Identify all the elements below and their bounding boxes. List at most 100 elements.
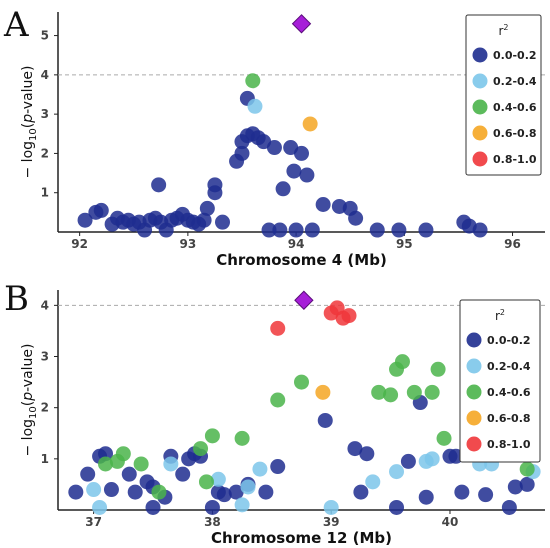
panel-a-y-tick-label: 2 [41,146,49,160]
panel-a-snp-point [247,98,263,114]
panel-a-snp-point [294,145,309,161]
panel-b-snp-point [507,479,523,495]
panel-b-snp-point [193,441,209,457]
panel-a-snp-point [299,167,315,183]
legend-title-r: r [498,24,503,38]
panel-a-y-axis-label: − log10(p-value) [20,65,39,178]
panel-a-x-tick-label: 94 [288,237,305,251]
panel-b-snp-point [436,430,452,446]
panel-a-snp-point [234,145,250,161]
panel-b-snp-point [204,499,220,515]
panel-b-snp-point [389,499,405,515]
y-label-log: − log [20,419,36,457]
panel-b-y-tick-label: 3 [41,350,49,364]
panel-a-legend-swatch [472,125,488,141]
panel-b-snp-point [133,456,149,472]
panel-b-legend-label: 0.2-0.4 [487,360,531,373]
panel-b-x-axis-label: Chromosome 12 (Mb) [211,529,392,547]
y-label-p: p [20,114,36,124]
panel-a-legend-swatch [472,99,488,115]
panel-b-snp-point [400,453,416,469]
panel-a-snp-point [391,222,407,238]
panel-b-snp-point [127,484,143,500]
panel-a-legend-box [465,14,542,176]
panel-a-snp-point [418,222,434,238]
panel-b-snp-point [424,451,440,467]
panel-letter-a: A [3,5,29,45]
panel-a-legend: r2 0.0-0.2 0.2-0.4 0.4-0.6 0.6-0.8 0.8-1.0 [465,14,542,176]
panel-a-snp-point [304,222,320,238]
panel-b-snp-point [341,308,357,324]
panel-b-snp-point [353,484,369,500]
panel-b-snp-point [371,384,387,400]
panel-b-y-tick-label: 4 [41,298,49,312]
panel-a-legend-title: r2 [498,23,508,38]
panel-b-snp-point [519,476,535,492]
panel-b-legend-label: 0.4-0.6 [487,386,531,399]
panel-a-y-tick-label: 1 [41,186,49,200]
y-label-rest: -value) [20,65,36,113]
panel-b-snp-point [394,354,410,370]
panel-b-snp-point [424,384,440,400]
y-label-subscript: 10 [28,128,39,141]
panel-a-legend-swatch [472,73,488,89]
panel-a-snp-point [472,222,488,238]
panel-b-snp-point [216,487,232,503]
panel-b-snp-point [175,466,191,482]
panel-a-snp-point [261,222,277,238]
panel-a-snp-point [151,177,167,193]
panel-b-snp-point [210,471,226,487]
panel-b-legend-label: 0.8-1.0 [487,438,531,451]
panel-b-legend: r2 0.0-0.2 0.2-0.4 0.4-0.6 0.6-0.8 0.8-1.0 [459,299,541,463]
panel-a-snp-point [348,210,364,226]
panel-a-snp-point [196,212,212,228]
panel-a-snp-point [369,222,385,238]
panel-b-snp-point [519,461,535,477]
legend-title-sup: 2 [500,308,505,317]
panel-a-legend-label: 0.4-0.6 [493,101,537,114]
panel-b-snp-point [294,374,309,390]
panel-a-legend-label: 0.2-0.4 [493,75,537,88]
panel-b-y-tick-label: 2 [41,401,49,415]
panel-b-x-tick-label: 40 [442,515,459,529]
panel-a-legend-swatch [472,151,488,167]
panel-a-x-tick-label: 96 [504,237,521,251]
panel-b-legend-swatch [466,358,482,374]
y-label-log: − log [20,141,36,179]
y-label-paren: ( [20,401,36,406]
panel-b-lead-snp-diamond [294,290,314,310]
panel-b-legend-swatch [466,332,482,348]
panel-letter-b: B [4,279,29,319]
panel-a-legend-label: 0.6-0.8 [493,127,537,140]
panel-b-x-tick-label: 39 [323,515,340,529]
panel-b-legend-swatch [466,436,482,452]
panel-a-snp-point [214,214,230,230]
panel-b-snp-point [383,387,399,403]
panel-b-snp-point [359,446,375,462]
panel-a-legend-swatch [472,47,488,63]
panel-a-x-tick-label: 92 [71,237,88,251]
panel-b-legend-swatch [466,384,482,400]
panel-a-legend-label: 0.8-1.0 [493,153,537,166]
panel-a-x-axis-label: Chromosome 4 (Mb) [216,251,387,269]
panel-a-snp-point [315,197,331,212]
panel-b-x-tick-label: 38 [204,515,221,529]
panel-b-snp-point [454,484,470,500]
panel-b-snp-point [365,474,381,490]
panel-b-snp-point [145,499,161,515]
panel-b-legend-label: 0.0-0.2 [487,334,531,347]
panel-b-snp-point [228,484,244,500]
y-label-p: p [20,392,36,402]
panel-a-snp-point [272,222,288,238]
panel-a-plot: 92 93 94 95 96 1 2 3 4 5 Chromosome 4 (Mb) − log10(… [20,12,545,269]
panel-b-legend-swatch [466,410,482,426]
panel-b-snp-point [418,489,434,505]
panel-b-snp-point [151,484,167,500]
panel-a-x-tick-label: 95 [396,237,413,251]
panel-b-plot: 37 38 39 40 1 2 3 4 Chromosome 12 (Mb) − log10(p-… [20,290,545,547]
panel-b-y-axis-label: − log10(p-value) [20,343,39,456]
panel-b-snp-point [430,361,446,377]
legend-title-r: r [495,309,500,323]
panel-b-snp-point [68,484,84,500]
